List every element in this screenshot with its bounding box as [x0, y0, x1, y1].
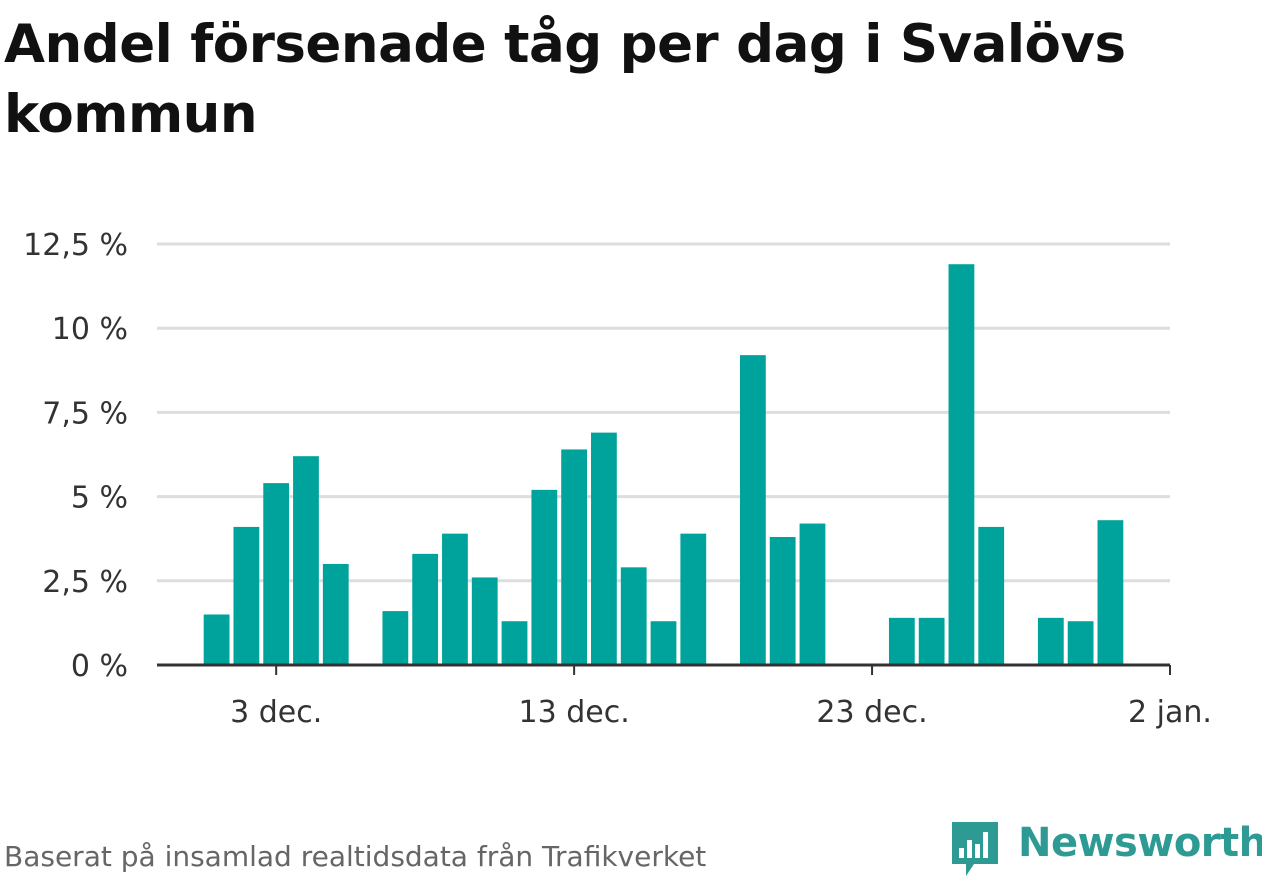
- bar: [1067, 621, 1094, 665]
- bars: [203, 264, 1124, 665]
- bar: [561, 449, 588, 665]
- bar: [442, 533, 468, 665]
- bar: [382, 611, 409, 665]
- bar: [1097, 520, 1124, 665]
- bar: [591, 432, 617, 665]
- y-tick-label: 5 %: [71, 481, 128, 516]
- bar: [203, 614, 230, 665]
- bar: [412, 553, 439, 665]
- y-tick-label: 2,5 %: [42, 565, 128, 600]
- bar: [263, 483, 290, 665]
- x-tick-label: 23 dec.: [816, 695, 927, 730]
- bar: [501, 621, 528, 665]
- bar: [948, 264, 975, 665]
- x-tick-label: 13 dec.: [518, 695, 629, 730]
- bar: [531, 489, 558, 665]
- y-axis-labels: 0 % 2,5 % 5 % 7,5 % 10 % 12,5 %: [23, 228, 128, 684]
- bar-chart-speech-bubble-icon: [952, 822, 998, 876]
- bar: [322, 563, 349, 665]
- bar: [769, 537, 796, 665]
- bar: [293, 456, 319, 665]
- bar: [799, 523, 826, 665]
- bar-chart: 0 % 2,5 % 5 % 7,5 % 10 % 12,5 % 3 dec. 13 dec.…: [23, 228, 1212, 730]
- bar: [471, 577, 498, 665]
- x-tick-label: 2 jan.: [1128, 695, 1212, 730]
- logo-text: Newsworthy: [1018, 820, 1262, 866]
- bar: [680, 533, 707, 665]
- newsworthy-logo: Newsworthy: [950, 818, 1262, 880]
- bar: [233, 526, 260, 665]
- source-note: Baserat på insamlad realtidsdata från Tr…: [4, 840, 707, 873]
- bar: [620, 567, 647, 665]
- y-tick-label: 10 %: [52, 312, 128, 347]
- page-title: Andel försenade tåg per dag i Svalövs ko…: [4, 14, 1126, 145]
- bar: [650, 621, 677, 665]
- bar: [918, 617, 945, 665]
- x-tick-label: 3 dec.: [230, 695, 322, 730]
- y-tick-label: 12,5 %: [23, 228, 128, 263]
- y-tick-label: 0 %: [71, 649, 128, 684]
- x-axis: 3 dec. 13 dec. 23 dec. 2 jan.: [157, 663, 1212, 730]
- bar: [739, 355, 766, 665]
- bar: [888, 617, 915, 665]
- bar: [1037, 617, 1064, 665]
- y-tick-label: 7,5 %: [42, 396, 128, 431]
- bar: [978, 526, 1005, 665]
